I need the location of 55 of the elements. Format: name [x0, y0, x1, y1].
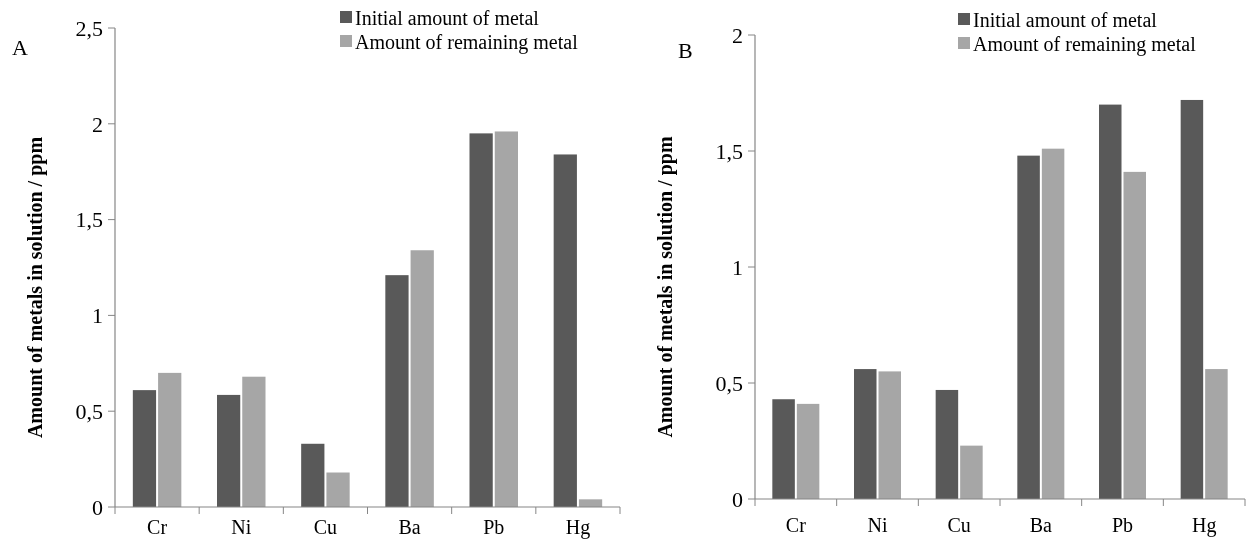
x-tick-label: Cu — [947, 514, 971, 536]
y-tick-label: 0,5 — [715, 370, 743, 396]
bar — [158, 372, 182, 507]
bar — [217, 394, 241, 507]
bar — [578, 499, 603, 507]
legend-label: Initial amount of metal — [355, 7, 540, 29]
chart-title: B — [678, 38, 693, 63]
bar — [960, 445, 983, 499]
bar — [242, 376, 266, 507]
y-tick-label: 1,5 — [715, 138, 743, 164]
y-tick-label: 2 — [92, 111, 103, 137]
legend-label: Amount of remaining metal — [355, 31, 579, 54]
bar — [935, 389, 959, 499]
y-tick-label: 0,5 — [75, 398, 103, 424]
x-tick-label: Hg — [1191, 514, 1217, 537]
y-tick-label: 2 — [732, 22, 743, 48]
bar — [326, 472, 350, 507]
x-tick-label: Ba — [1029, 514, 1053, 536]
bar — [1205, 369, 1228, 499]
bar — [1180, 99, 1204, 499]
y-tick-label: 1 — [92, 303, 103, 329]
bar — [469, 133, 493, 507]
bar — [854, 369, 877, 499]
x-tick-label: Ni — [867, 514, 888, 536]
y-tick-label: 1,5 — [75, 207, 103, 233]
y-tick-label: 0 — [732, 486, 743, 512]
bar — [1123, 171, 1146, 499]
bar — [410, 250, 434, 507]
chart-title: A — [12, 35, 28, 60]
x-tick-label: Cu — [313, 516, 338, 538]
y-axis-title: Amount of metals in solution / ppm — [24, 136, 47, 439]
bar — [878, 371, 901, 499]
y-axis-title: Amount of metals in solution / ppm — [654, 136, 677, 438]
x-tick-label: Pb — [483, 516, 505, 538]
x-tick-label: Ba — [398, 516, 421, 538]
bar — [553, 154, 577, 507]
y-tick-label: 0 — [92, 494, 103, 520]
bar — [1041, 148, 1065, 499]
bar — [796, 403, 820, 499]
bar — [772, 399, 795, 499]
y-tick-label: 1 — [732, 254, 743, 280]
legend-label: Amount of remaining metal — [973, 33, 1197, 56]
x-tick-label: Cr — [785, 514, 807, 536]
bar — [132, 390, 157, 507]
bar — [494, 131, 518, 507]
bar — [1017, 155, 1040, 499]
legend-label: Initial amount of metal — [973, 9, 1158, 31]
bar — [1099, 104, 1122, 499]
x-tick-label: Ni — [231, 516, 252, 538]
y-tick-label: 2,5 — [75, 15, 103, 41]
bar — [385, 275, 409, 507]
x-tick-label: Pb — [1111, 514, 1134, 536]
bar — [301, 443, 325, 507]
x-tick-label: Hg — [565, 516, 591, 539]
x-tick-label: Cr — [147, 516, 168, 538]
